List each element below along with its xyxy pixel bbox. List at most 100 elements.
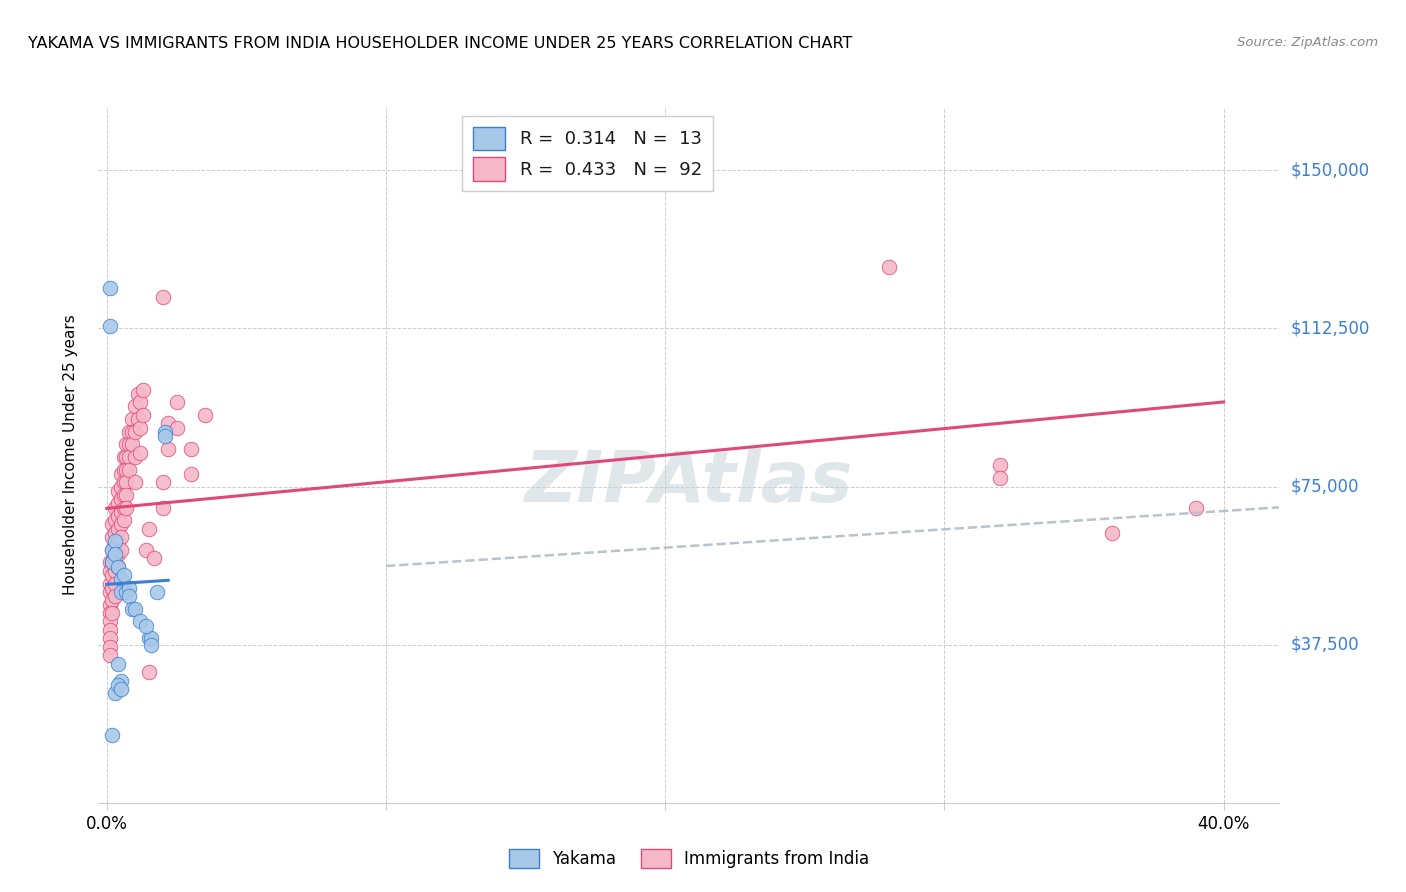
Point: [180, 467, 202, 481]
Point: [107, 522, 129, 536]
Point: [143, 551, 166, 566]
Point: [110, 492, 132, 507]
Point: [118, 589, 141, 603]
Point: [101, 581, 124, 595]
Point: [112, 475, 135, 490]
Point: [152, 500, 174, 515]
Point: [132, 408, 155, 422]
Point: [101, 728, 124, 742]
Point: [104, 525, 127, 540]
Point: [104, 686, 127, 700]
Point: [107, 483, 129, 498]
Point: [98, 598, 121, 612]
Point: [112, 463, 135, 477]
Point: [124, 602, 146, 616]
Text: Source: ZipAtlas.com: Source: ZipAtlas.com: [1237, 36, 1378, 49]
Point: [101, 606, 124, 620]
Point: [166, 420, 188, 434]
Point: [110, 585, 132, 599]
Text: $112,500: $112,500: [1291, 319, 1369, 337]
Point: [115, 585, 138, 599]
Point: [104, 500, 127, 515]
Point: [104, 513, 127, 527]
Point: [124, 400, 146, 414]
Point: [112, 488, 135, 502]
Point: [104, 564, 127, 578]
Point: [1184, 500, 1206, 515]
Point: [110, 542, 132, 557]
Point: [101, 542, 124, 557]
Point: [107, 657, 129, 671]
Point: [110, 517, 132, 532]
Point: [112, 500, 135, 515]
Point: [129, 615, 152, 629]
Point: [118, 581, 141, 595]
Point: [110, 467, 132, 481]
Point: [98, 556, 121, 570]
Point: [98, 281, 121, 295]
Point: [110, 505, 132, 519]
Point: [138, 632, 160, 646]
Point: [121, 602, 143, 616]
Point: [118, 425, 141, 439]
Point: [107, 559, 129, 574]
Point: [101, 556, 124, 570]
Y-axis label: Householder Income Under 25 years: Householder Income Under 25 years: [63, 315, 77, 595]
Point: [121, 425, 143, 439]
Point: [152, 290, 174, 304]
Point: [115, 437, 138, 451]
Point: [155, 425, 177, 439]
Point: [118, 450, 141, 464]
Point: [115, 500, 138, 515]
Point: [138, 522, 160, 536]
Point: [101, 556, 124, 570]
Point: [107, 534, 129, 549]
Point: [107, 509, 129, 524]
Point: [129, 446, 152, 460]
Point: [118, 463, 141, 477]
Point: [98, 648, 121, 663]
Text: $150,000: $150,000: [1291, 161, 1369, 179]
Point: [98, 606, 121, 620]
Point: [112, 450, 135, 464]
Point: [98, 585, 121, 599]
Point: [110, 479, 132, 493]
Point: [129, 395, 152, 409]
Point: [157, 417, 180, 431]
Point: [155, 429, 177, 443]
Point: [115, 463, 138, 477]
Point: [98, 564, 121, 578]
Point: [157, 442, 180, 456]
Text: ZIPAtlas: ZIPAtlas: [524, 449, 853, 517]
Point: [104, 589, 127, 603]
Point: [104, 539, 127, 553]
Point: [101, 517, 124, 532]
Point: [98, 615, 121, 629]
Point: [98, 576, 121, 591]
Point: [110, 530, 132, 544]
Point: [129, 420, 152, 434]
Point: [104, 547, 127, 561]
Point: [107, 547, 129, 561]
Point: [141, 638, 163, 652]
Point: [146, 585, 169, 599]
Point: [112, 568, 135, 582]
Point: [121, 412, 143, 426]
Point: [121, 437, 143, 451]
Point: [988, 471, 1011, 485]
Point: [101, 530, 124, 544]
Legend: Yakama, Immigrants from India: Yakama, Immigrants from India: [502, 842, 876, 874]
Point: [107, 559, 129, 574]
Point: [115, 488, 138, 502]
Point: [98, 623, 121, 637]
Point: [107, 678, 129, 692]
Point: [118, 437, 141, 451]
Point: [104, 551, 127, 566]
Point: [107, 496, 129, 510]
Point: [124, 425, 146, 439]
Point: [101, 542, 124, 557]
Point: [193, 408, 215, 422]
Point: [104, 576, 127, 591]
Text: $75,000: $75,000: [1291, 477, 1360, 496]
Point: [124, 475, 146, 490]
